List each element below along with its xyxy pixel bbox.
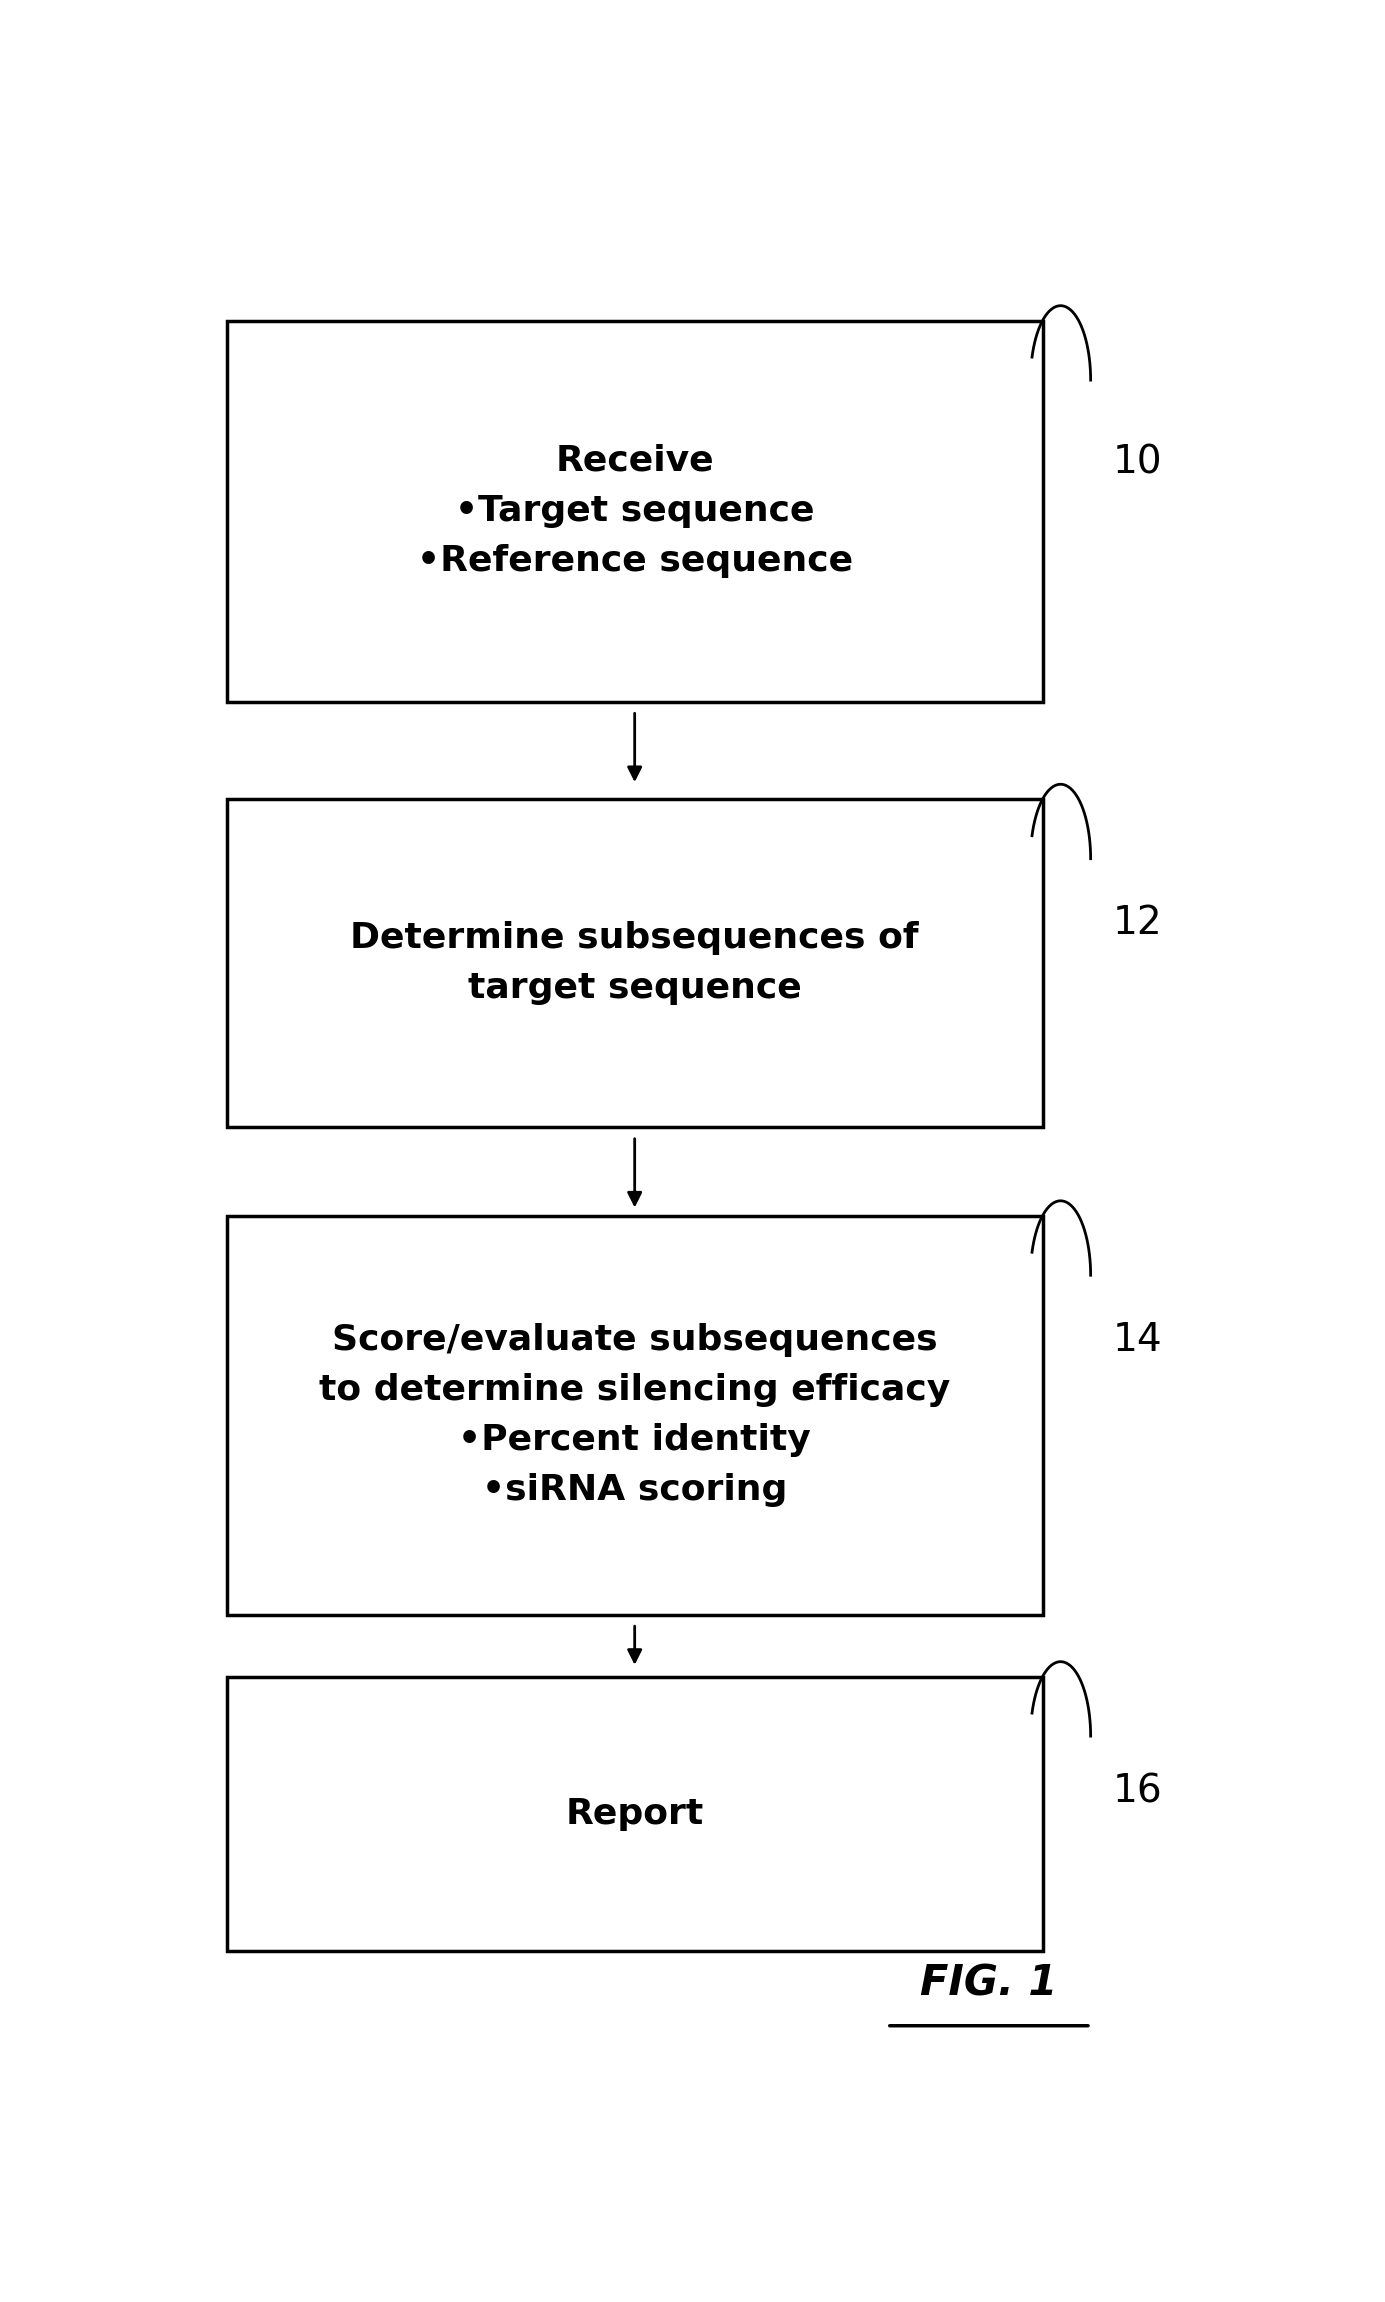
- Text: 12: 12: [1112, 905, 1162, 942]
- Text: FIG. 1: FIG. 1: [920, 1964, 1058, 2005]
- Text: Score/evaluate subsequences
to determine silencing efficacy
•Percent identity
•s: Score/evaluate subsequences to determine…: [319, 1324, 950, 1508]
- Text: Determine subsequences of
target sequence: Determine subsequences of target sequenc…: [350, 921, 920, 1006]
- Bar: [227, 1215, 1043, 1614]
- Text: Report: Report: [565, 1798, 704, 1830]
- Text: 14: 14: [1112, 1321, 1162, 1358]
- Text: 16: 16: [1112, 1773, 1162, 1812]
- Text: 10: 10: [1112, 444, 1162, 481]
- Text: Receive
•Target sequence
•Reference sequence: Receive •Target sequence •Reference sequ…: [417, 444, 853, 578]
- Bar: [227, 320, 1043, 702]
- Bar: [227, 799, 1043, 1128]
- Bar: [227, 1676, 1043, 1952]
